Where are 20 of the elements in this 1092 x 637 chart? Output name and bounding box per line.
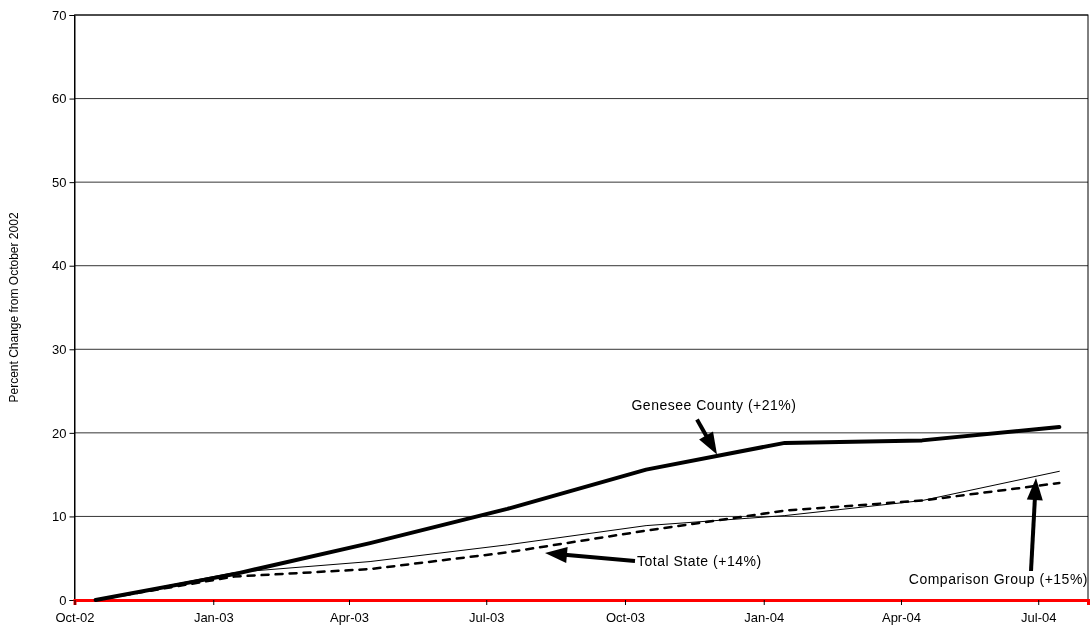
- x-tick-label: Jul-03: [469, 610, 505, 626]
- x-tick-label: Jan-03: [193, 610, 234, 626]
- x-tick-label: Oct-02: [55, 610, 95, 626]
- x-tick-label: Oct-03: [605, 610, 645, 626]
- y-tick-label: 40: [52, 258, 67, 274]
- y-tick-label: 10: [52, 509, 67, 525]
- x-tick-label: Apr-04: [881, 610, 921, 626]
- x-tick-label: Jul-04: [1021, 610, 1057, 626]
- y-tick-label: 50: [52, 174, 67, 190]
- y-tick-label: 20: [52, 425, 67, 441]
- annotation: Comparison Group (+15%): [908, 571, 1088, 587]
- x-tick-label: Apr-03: [329, 610, 370, 626]
- y-axis-title: Percent Change from October 2002: [7, 212, 21, 403]
- x-tick-label: Jan-04: [744, 610, 785, 626]
- y-tick-label: 30: [52, 341, 67, 357]
- y-tick-label: 70: [52, 7, 67, 23]
- annotation: Genesee County (+21%): [631, 396, 797, 413]
- y-tick-label: 0: [59, 592, 67, 608]
- annotation: Total State (+14%): [637, 553, 762, 569]
- y-tick-label: 60: [52, 91, 67, 107]
